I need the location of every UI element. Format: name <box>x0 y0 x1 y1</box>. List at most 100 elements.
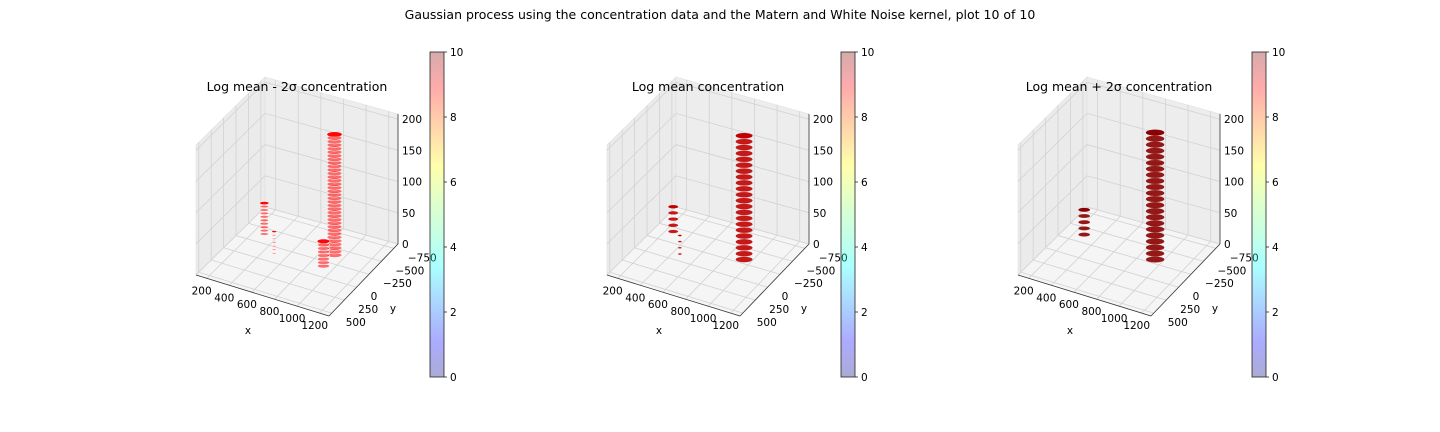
z-tick-label: 150 <box>813 145 833 157</box>
colorbar-tick-label: 10 <box>450 47 463 59</box>
point-layer <box>735 191 753 198</box>
point-layer <box>1078 232 1091 237</box>
x-tick-label: 600 <box>648 299 668 311</box>
x-axis-label: x <box>656 325 662 337</box>
point-layer <box>1145 250 1165 257</box>
x-tick-label: 400 <box>625 292 645 304</box>
point-layer <box>735 233 753 239</box>
colorbar-tick-label: 2 <box>450 307 457 319</box>
point-layer <box>1145 232 1165 239</box>
colorbar-tick-label: 10 <box>861 47 874 59</box>
colorbar-gradient <box>841 52 855 377</box>
scatter-points <box>668 132 753 263</box>
colorbar-tick-label: 0 <box>450 372 457 384</box>
z-tick-label: 0 <box>402 239 409 251</box>
colorbar-frame <box>429 51 445 378</box>
point-layer <box>668 211 679 215</box>
subplot-1: 20040060080010001200x−750−500−2500250500… <box>192 47 464 384</box>
point-cluster <box>326 131 343 258</box>
colorbar-frame <box>1251 51 1267 378</box>
point-layer <box>271 252 277 255</box>
z-tick-label: 0 <box>813 239 820 251</box>
point-layer <box>735 227 753 233</box>
point-layer <box>735 244 753 251</box>
z-tick-label: 50 <box>1224 208 1237 220</box>
point-layer <box>1145 256 1165 263</box>
point-layer <box>1078 213 1091 218</box>
axis-lines <box>195 114 399 317</box>
x-tick-label: 1000 <box>690 313 717 325</box>
point-layer <box>1145 244 1165 251</box>
colorbar-tick-label: 4 <box>861 242 868 254</box>
point-layer <box>1145 202 1165 209</box>
point-layer <box>735 209 753 216</box>
point-layer <box>1145 190 1165 197</box>
point-layer <box>735 150 753 157</box>
z-tick-label: 100 <box>1224 177 1244 189</box>
point-cap <box>317 239 330 244</box>
point-layer <box>259 228 270 233</box>
point-layer <box>735 250 753 257</box>
point-layer <box>259 211 270 216</box>
y-axis-label: y <box>1212 303 1218 315</box>
x-tick-label: 1000 <box>1101 313 1128 325</box>
point-layer <box>1145 183 1165 191</box>
colorbar-ticks: 0 2 4 6 8 10 <box>444 47 463 384</box>
point-layer <box>1145 153 1165 160</box>
point-cap <box>668 205 678 209</box>
point-layer <box>259 225 270 229</box>
point-layer <box>1145 226 1165 233</box>
subplot-3: 20040060080010001200x−750−500−2500250500… <box>1014 47 1286 384</box>
point-layer <box>259 204 270 209</box>
point-layer <box>1145 220 1165 227</box>
colorbar-tick-label: 0 <box>1272 372 1279 384</box>
x-tick-label: 1200 <box>712 320 739 332</box>
x-tick-label: 200 <box>603 285 623 297</box>
point-layer <box>735 239 753 245</box>
point-layer <box>677 240 682 243</box>
point-cluster <box>259 201 270 236</box>
point-cap <box>735 133 753 139</box>
point-layer <box>259 232 270 236</box>
x-tick-label: 800 <box>1081 306 1101 318</box>
gridlines <box>606 79 810 314</box>
point-layer <box>1145 159 1165 167</box>
z-tick-label: 150 <box>1224 145 1244 157</box>
point-layer <box>259 215 270 219</box>
scatter-points <box>1078 129 1165 263</box>
point-cap <box>678 234 682 237</box>
point-layer <box>1145 171 1165 179</box>
y-tick-label: −750 <box>1230 252 1259 264</box>
y-axis-label: y <box>390 303 396 315</box>
x-tick-label: 200 <box>192 285 212 297</box>
point-layer <box>1145 177 1165 185</box>
axis-lines <box>606 114 810 317</box>
y-tick-label: −750 <box>408 252 437 264</box>
z-tick-label: 50 <box>813 208 826 220</box>
point-cap <box>327 132 342 137</box>
point-cap <box>1078 208 1090 212</box>
y-tick-label: −500 <box>395 265 424 277</box>
point-layer <box>271 241 277 244</box>
point-cluster <box>317 238 330 269</box>
colorbar-gradient <box>430 52 444 377</box>
x-tick-label: 400 <box>214 292 234 304</box>
colorbar-tick-label: 6 <box>861 177 868 189</box>
y-axis-label: y <box>801 303 807 315</box>
point-layer <box>668 217 679 221</box>
point-layer <box>735 221 753 227</box>
scatter-points <box>259 131 343 269</box>
colorbar-tick-label: 8 <box>861 112 868 124</box>
subplot-title: Log mean concentration <box>632 79 784 94</box>
z-tick-label: 100 <box>402 177 422 189</box>
y-tick-label: −750 <box>819 252 848 264</box>
z-tick-label: 200 <box>1224 114 1244 126</box>
point-layer <box>668 223 679 228</box>
y-tick-label: 0 <box>371 291 378 303</box>
colorbar-tick-label: 8 <box>1272 112 1279 124</box>
point-layer <box>1078 226 1091 231</box>
z-tick-label: 0 <box>1224 239 1231 251</box>
